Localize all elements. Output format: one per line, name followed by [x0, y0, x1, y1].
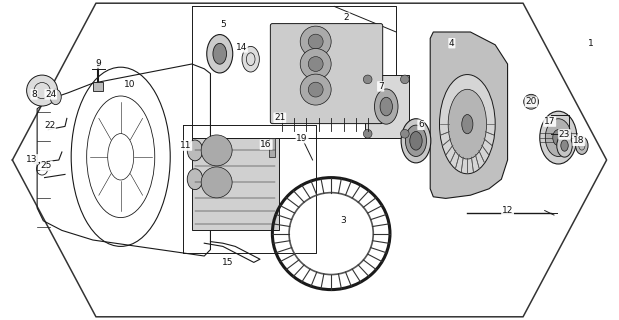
Ellipse shape	[380, 97, 392, 116]
Ellipse shape	[207, 35, 233, 73]
Ellipse shape	[557, 134, 572, 157]
Circle shape	[300, 26, 331, 57]
Circle shape	[201, 167, 232, 198]
Text: 1: 1	[588, 39, 594, 48]
Ellipse shape	[439, 75, 495, 174]
Circle shape	[363, 129, 372, 138]
Text: 21: 21	[274, 113, 285, 122]
Text: 8: 8	[31, 90, 37, 99]
Text: 23: 23	[559, 130, 570, 139]
Ellipse shape	[545, 119, 571, 156]
Text: 16: 16	[261, 140, 272, 149]
Circle shape	[363, 75, 372, 84]
Text: 5: 5	[220, 20, 226, 29]
Ellipse shape	[561, 140, 568, 151]
Ellipse shape	[540, 111, 577, 164]
Text: 15: 15	[222, 258, 233, 267]
Text: 10: 10	[124, 80, 136, 89]
Bar	[192, 138, 279, 230]
Text: 24: 24	[45, 90, 56, 99]
Text: 2: 2	[344, 13, 350, 22]
Text: 18: 18	[573, 136, 584, 145]
Ellipse shape	[213, 43, 227, 64]
Text: 20: 20	[526, 97, 537, 106]
Circle shape	[400, 75, 409, 84]
Text: 17: 17	[544, 117, 555, 126]
Text: 13: 13	[27, 155, 38, 164]
Text: 12: 12	[502, 206, 513, 215]
Ellipse shape	[242, 46, 259, 72]
Text: 22: 22	[44, 121, 55, 130]
Bar	[93, 82, 103, 91]
Ellipse shape	[553, 130, 564, 146]
Text: 4: 4	[449, 39, 455, 48]
FancyBboxPatch shape	[271, 24, 383, 124]
Text: 25: 25	[41, 161, 52, 170]
Circle shape	[300, 74, 331, 105]
Ellipse shape	[50, 89, 61, 105]
Ellipse shape	[188, 140, 203, 161]
Circle shape	[201, 135, 232, 166]
Circle shape	[300, 49, 331, 79]
Text: 3: 3	[340, 216, 347, 225]
Ellipse shape	[188, 169, 203, 189]
Circle shape	[308, 57, 323, 71]
Text: 19: 19	[297, 134, 308, 143]
Bar	[269, 138, 275, 157]
Ellipse shape	[448, 89, 487, 159]
Ellipse shape	[401, 119, 431, 163]
Text: 6: 6	[418, 120, 424, 129]
Bar	[365, 75, 409, 138]
Ellipse shape	[462, 115, 473, 134]
Ellipse shape	[405, 125, 426, 156]
Ellipse shape	[374, 89, 398, 124]
Text: 21: 21	[275, 113, 285, 122]
Text: 9: 9	[95, 59, 101, 68]
Circle shape	[400, 129, 409, 138]
Ellipse shape	[576, 137, 588, 155]
Text: 7: 7	[378, 82, 384, 91]
Polygon shape	[430, 32, 508, 198]
Circle shape	[524, 94, 539, 109]
Circle shape	[27, 75, 58, 106]
Circle shape	[308, 34, 323, 49]
Ellipse shape	[410, 132, 422, 150]
Text: 11: 11	[180, 141, 191, 150]
Text: 14: 14	[236, 43, 247, 52]
Circle shape	[308, 82, 323, 97]
